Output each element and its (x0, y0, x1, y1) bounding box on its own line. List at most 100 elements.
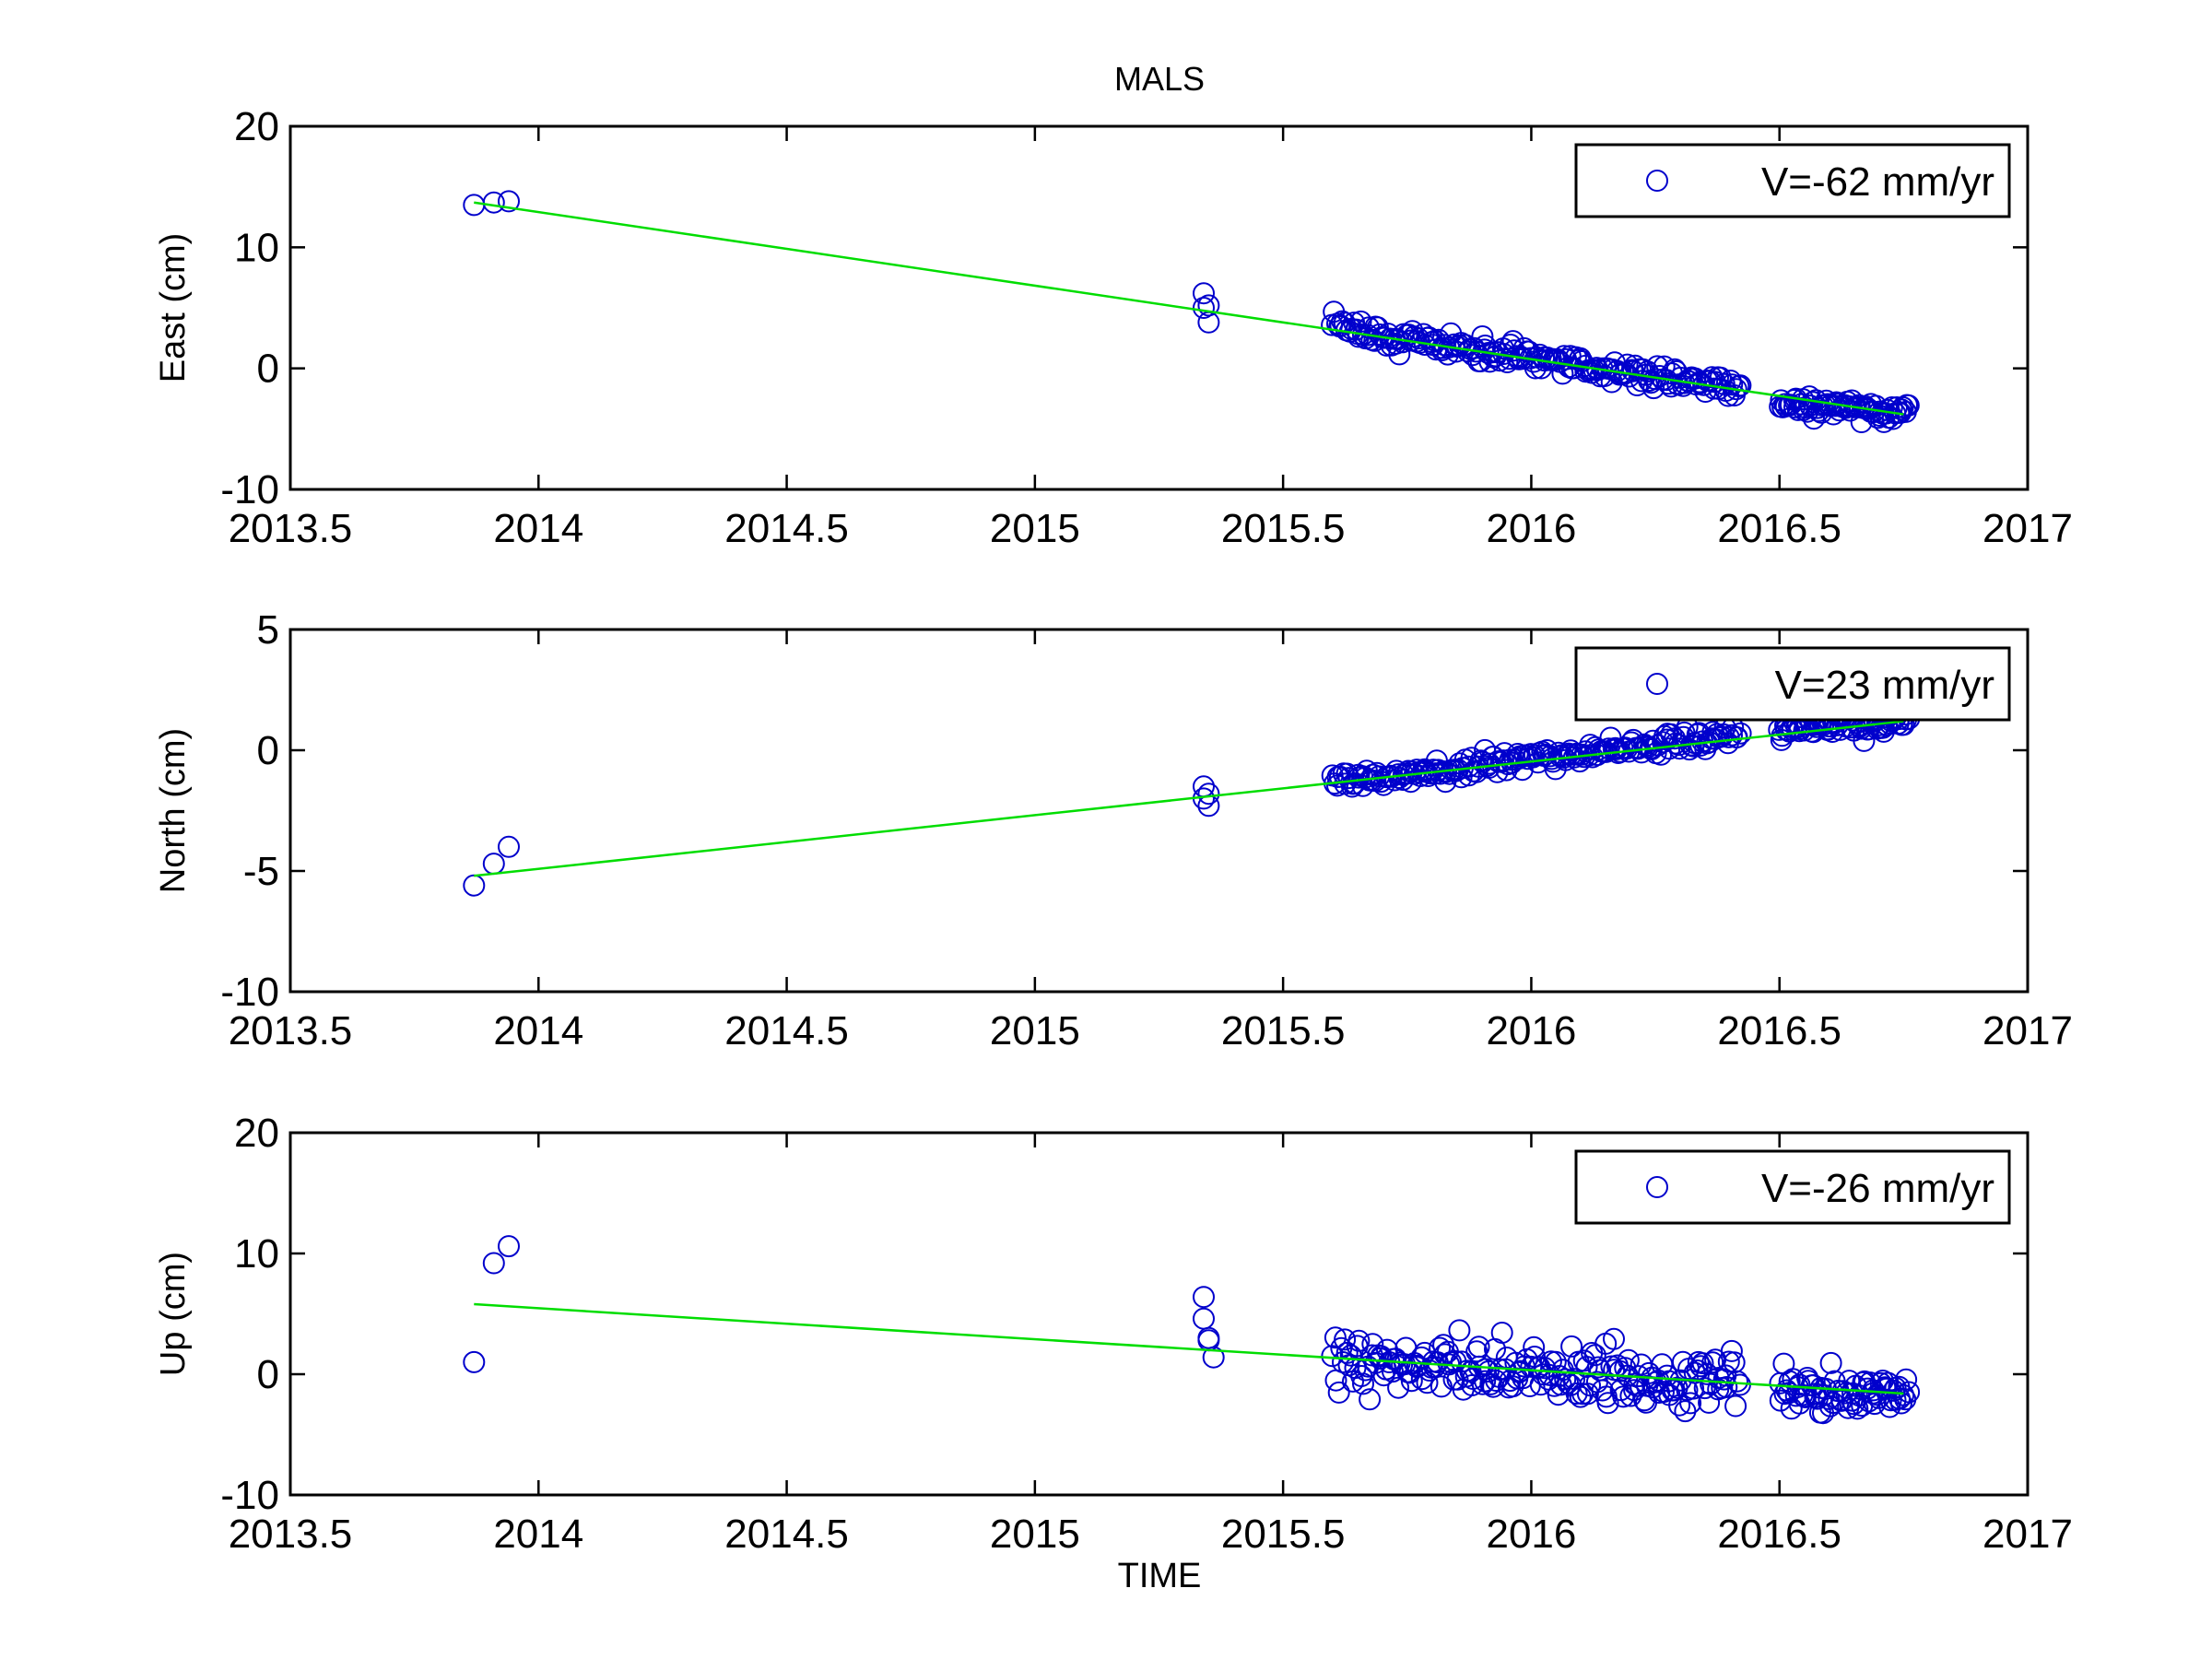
data-point (1711, 725, 1734, 748)
legend: V=-62 mm/yr (1574, 143, 2011, 218)
y-axis-label: North (cm) (154, 728, 193, 893)
x-tick-label: 2016.5 (1717, 506, 1841, 551)
panels: 2013.5 2014 2014.5 2015 2015.5 2016 2016.5 2017… (154, 104, 2073, 1557)
panel-1: 2013.5 2014 2014.5 2015 2015.5 2016 2016.5 2017… (154, 607, 2073, 1053)
x-tick-label: 2013.5 (229, 1008, 353, 1053)
data-point (1726, 1370, 1748, 1393)
data-point (1724, 1394, 1747, 1418)
data-point (1197, 294, 1220, 317)
data-point (1193, 1286, 1215, 1309)
x-axis-label: TIME (1118, 1557, 1202, 1595)
data-marks (463, 190, 1920, 433)
data-point (1202, 1346, 1225, 1369)
legend-box (1574, 1149, 2011, 1225)
y-axis-label: Up (cm) (154, 1252, 193, 1376)
legend-label: V=-26 mm/yr (1761, 1166, 1994, 1211)
data-point (1603, 1327, 1625, 1350)
y-tick-label: 10 (234, 1231, 279, 1277)
legend-marker (1646, 673, 1668, 695)
data-point (1359, 1388, 1382, 1411)
data-point (482, 191, 505, 214)
legend-box (1574, 646, 2011, 722)
data-point (1892, 1383, 1915, 1406)
x-tick-label: 2014.5 (724, 1512, 849, 1557)
data-point (1863, 1393, 1886, 1416)
data-point (1717, 725, 1740, 748)
data-point (1554, 1368, 1577, 1391)
y-tick-label: 0 (257, 728, 279, 773)
x-tick-label: 2016 (1486, 1008, 1576, 1053)
data-point (1689, 1355, 1712, 1378)
y-tick-label: -10 (220, 467, 279, 512)
data-marks (463, 1235, 1921, 1425)
data-point (1587, 1356, 1610, 1379)
x-tick-label: 2016.5 (1717, 1008, 1841, 1053)
x-tick-label: 2017 (1983, 506, 2073, 551)
axes-box (288, 1131, 2030, 1497)
data-point (1729, 374, 1752, 397)
x-tick-label: 2016 (1486, 1512, 1576, 1557)
data-point (1347, 1329, 1371, 1352)
y-tick-label: 5 (257, 607, 279, 653)
x-tick-label: 2014 (493, 506, 583, 551)
data-point (1193, 282, 1215, 305)
x-tick-label: 2014.5 (724, 506, 849, 551)
data-point (1691, 1352, 1714, 1375)
legend-box (1574, 143, 2011, 218)
data-point (1720, 1339, 1743, 1362)
data-point (1534, 1357, 1557, 1380)
y-tick-label: -10 (220, 1473, 279, 1518)
data-point (1448, 1319, 1471, 1342)
data-point (1547, 741, 1570, 764)
x-tick-label: 2017 (1983, 1008, 2073, 1053)
data-marks (463, 703, 1921, 897)
data-point (463, 1350, 486, 1373)
data-point (1897, 394, 1920, 417)
fit-line (474, 1302, 1904, 1395)
data-point (1465, 1340, 1488, 1363)
data-point (1471, 325, 1494, 347)
data-point (1352, 1372, 1374, 1395)
data-point (1612, 1385, 1635, 1408)
data-point (1668, 737, 1691, 760)
x-tick-label: 2017 (1983, 1512, 2073, 1557)
axes-box (288, 628, 2030, 994)
x-tick-label: 2015.5 (1221, 1512, 1346, 1557)
data-point (482, 1252, 505, 1275)
y-tick-label: 0 (257, 347, 279, 392)
x-tick-label: 2015 (990, 1512, 1080, 1557)
x-tick-label: 2014 (493, 1512, 583, 1557)
x-tick-label: 2016 (1486, 506, 1576, 551)
axes-box (288, 124, 2030, 491)
x-tick-label: 2014 (493, 1008, 583, 1053)
data-point (1488, 349, 1512, 372)
x-tick-label: 2015 (990, 1008, 1080, 1053)
data-point (1197, 782, 1220, 806)
y-tick-label: -10 (220, 970, 279, 1015)
y-tick-label: 0 (257, 1352, 279, 1397)
data-point (1679, 1392, 1702, 1415)
data-point (1846, 1397, 1869, 1420)
data-point (1334, 1328, 1357, 1351)
data-point (1653, 355, 1676, 378)
data-point (1788, 1392, 1811, 1415)
y-tick-label: -5 (243, 849, 279, 894)
data-point (1387, 1376, 1410, 1399)
data-point (1547, 1365, 1571, 1387)
x-tick-label: 2014.5 (724, 1008, 849, 1053)
data-point (1575, 1356, 1598, 1378)
data-point (1560, 1335, 1583, 1358)
data-point (1653, 1381, 1675, 1404)
data-point (498, 190, 520, 213)
data-point (498, 1235, 520, 1258)
x-tick-label: 2015 (990, 506, 1080, 551)
y-tick-label: 10 (234, 225, 279, 270)
legend-label: V=-62 mm/yr (1761, 159, 1994, 205)
data-point (1696, 1362, 1719, 1385)
x-tick-label: 2015.5 (1221, 1008, 1346, 1053)
data-point (1700, 366, 1724, 389)
figure-title: MALS (1114, 60, 1205, 98)
data-point (1193, 297, 1215, 319)
data-point (1591, 1379, 1614, 1402)
data-point (1633, 1389, 1656, 1412)
